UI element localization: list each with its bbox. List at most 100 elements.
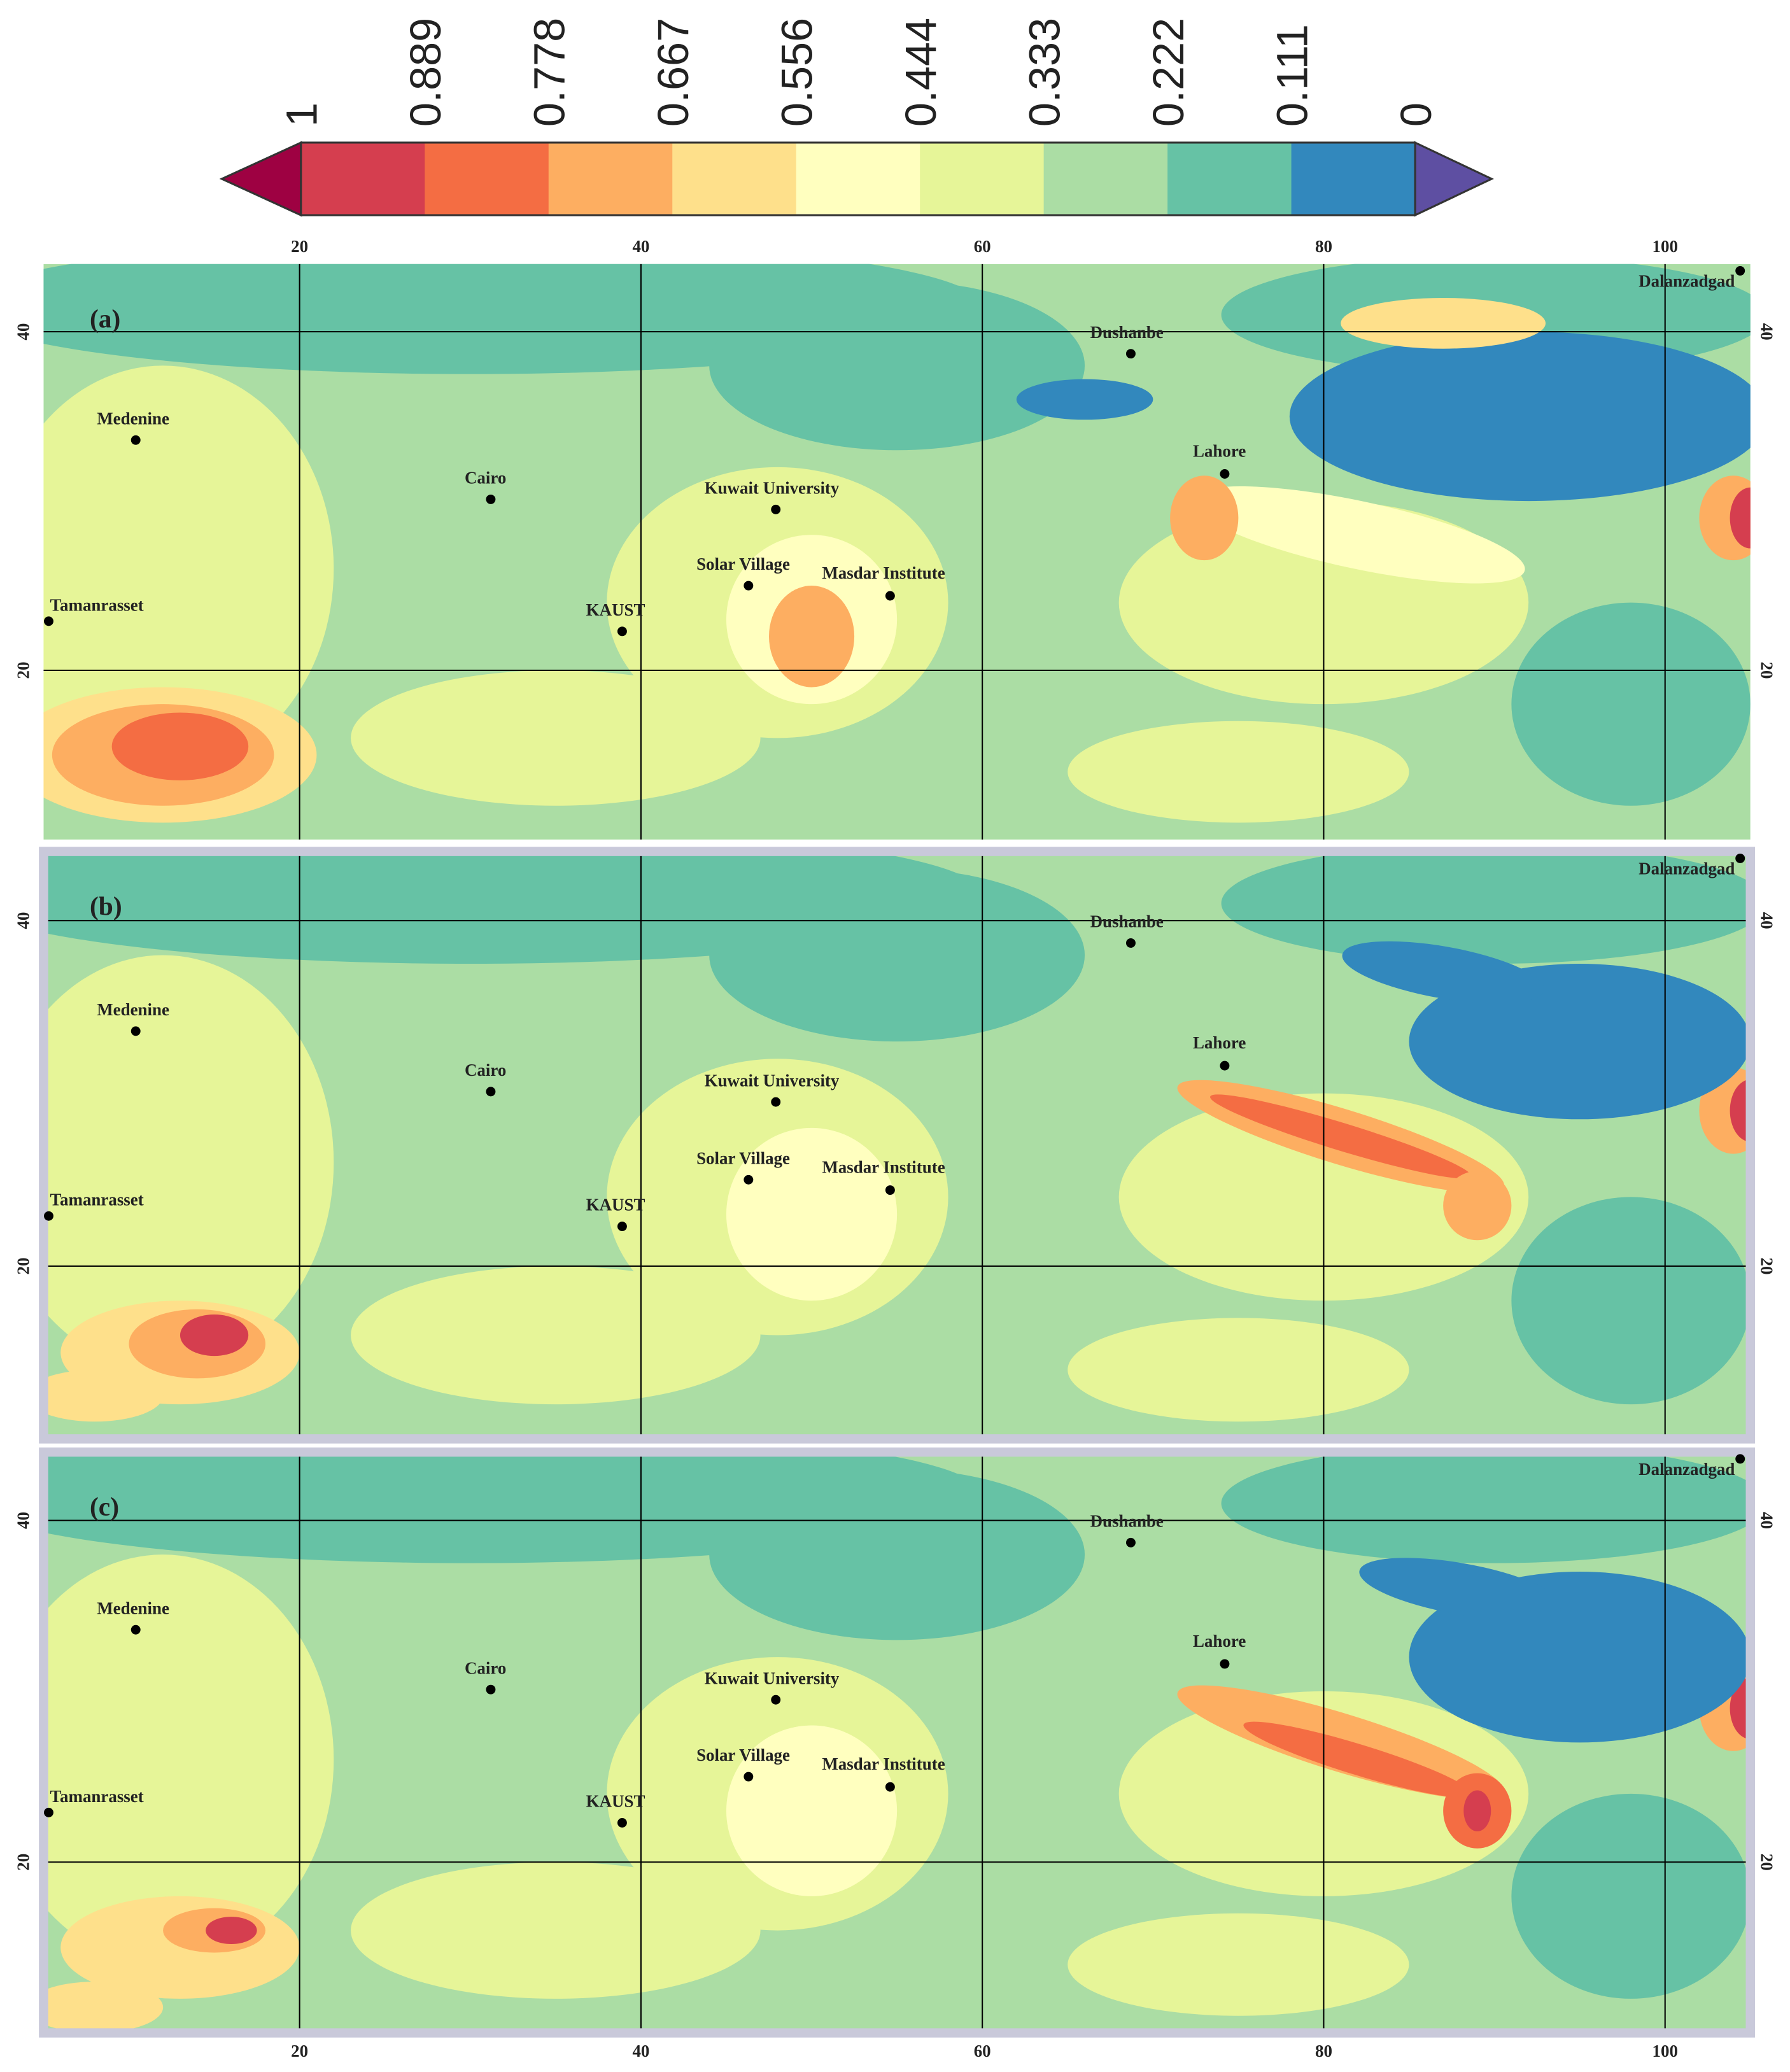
lon-tick-label: 100 <box>1653 237 1678 256</box>
field-region <box>1443 1171 1512 1241</box>
station-label: Dalanzadgad <box>1638 1460 1735 1479</box>
lon-tick-label: 80 <box>1315 237 1332 256</box>
station-label: Cairo <box>465 1658 506 1677</box>
station-marker <box>130 1624 141 1635</box>
field-region <box>1016 379 1153 420</box>
panel-label: (b) <box>90 891 122 921</box>
colorbar-tick-label: 0.333 <box>1020 18 1069 127</box>
panel-label: (c) <box>90 1492 119 1522</box>
map-panel <box>43 264 1751 840</box>
station-marker <box>617 1222 627 1232</box>
station-marker <box>617 626 627 637</box>
station-label: Dushanbe <box>1090 323 1164 342</box>
colorbar-tick-label: 0.778 <box>525 18 574 127</box>
station-marker <box>771 1097 781 1107</box>
colorbar-tick-label: 0.889 <box>401 18 450 127</box>
station-label: Masdar Institute <box>822 1158 945 1177</box>
field-region <box>1730 1079 1751 1142</box>
lon-tick-label: 80 <box>1315 2041 1332 2061</box>
station-label: Solar Village <box>696 554 790 574</box>
station-label: Medenine <box>97 409 169 428</box>
station-label: Solar Village <box>696 1148 790 1167</box>
station-marker <box>743 581 754 591</box>
station-label: Kuwait University <box>705 478 840 497</box>
station-marker <box>1735 1454 1745 1464</box>
station-label: Dushanbe <box>1090 1511 1164 1530</box>
field-region <box>709 281 1085 451</box>
field-region <box>1068 1318 1409 1422</box>
field-region <box>111 712 249 780</box>
station-label: KAUST <box>586 1195 645 1215</box>
station-marker <box>1735 853 1745 863</box>
field-region <box>1730 1677 1751 1739</box>
station-marker <box>486 1684 496 1695</box>
station-marker <box>44 1807 53 1817</box>
colorbar-bin <box>1043 142 1169 216</box>
lat-tick-label: 40 <box>1757 912 1776 929</box>
station-label: Kuwait University <box>705 1071 840 1090</box>
station-label: Medenine <box>97 1000 169 1019</box>
station-marker <box>130 1026 141 1036</box>
field-region <box>1221 851 1751 964</box>
lon-tick-label: 40 <box>632 237 649 256</box>
station-label: Lahore <box>1193 1033 1246 1052</box>
colorbar-over-arrow <box>219 141 302 217</box>
colorbar-bin <box>548 142 673 216</box>
station-marker <box>771 504 781 514</box>
colorbar-bin <box>672 142 797 216</box>
lon-tick-label: 20 <box>291 2041 308 2061</box>
station-marker <box>617 1818 627 1828</box>
panel-label: (a) <box>90 304 120 334</box>
lon-tick-label: 100 <box>1653 2041 1678 2061</box>
colorbar-tick-label: 0.667 <box>649 18 698 127</box>
colorbar-bin <box>1167 142 1292 216</box>
lat-tick-label: 40 <box>14 323 33 341</box>
lat-tick-label: 40 <box>14 1512 33 1529</box>
panel-border <box>39 1447 1756 2038</box>
field-region <box>1342 941 1544 1004</box>
station-marker <box>771 1695 781 1705</box>
panel-border <box>39 847 1756 1444</box>
station-label: Cairo <box>465 469 506 488</box>
field-region <box>1210 1094 1472 1179</box>
station-marker <box>1220 469 1230 479</box>
station-marker <box>1125 349 1136 359</box>
colorbar-tick-label: 0.111 <box>1267 24 1316 127</box>
lat-tick-label: 20 <box>14 1854 33 1871</box>
station-marker <box>743 1772 754 1782</box>
station-marker <box>130 435 141 445</box>
station-label: Dalanzadgad <box>1638 271 1735 290</box>
field-region <box>1243 1721 1472 1798</box>
colorbar-tick-label: 1 <box>278 102 327 127</box>
colorbar-bin <box>300 142 426 216</box>
station-label: Solar Village <box>696 1745 790 1765</box>
lat-tick-label: 40 <box>1757 1512 1776 1529</box>
station-label: Tamanrasset <box>50 595 144 614</box>
field-region <box>351 670 761 806</box>
lat-tick-label: 20 <box>1757 1258 1776 1275</box>
field-region <box>1511 602 1751 806</box>
station-marker <box>1735 265 1745 276</box>
colorbar-bin <box>1291 142 1416 216</box>
field-region <box>769 586 855 687</box>
station-marker <box>44 1211 53 1221</box>
station-marker <box>486 494 496 504</box>
colorbar-under-arrow <box>1414 141 1494 217</box>
colorbar-bin <box>920 142 1045 216</box>
station-label: Medenine <box>97 1598 169 1617</box>
lat-tick-label: 40 <box>1757 323 1776 341</box>
station-marker <box>44 616 53 626</box>
colorbar-bin <box>796 142 921 216</box>
field-region <box>1730 487 1751 549</box>
station-label: KAUST <box>586 600 645 619</box>
station-marker <box>885 591 895 601</box>
field-region <box>1221 1452 1751 1563</box>
station-marker <box>885 1782 895 1792</box>
field-region <box>1068 1913 1409 2016</box>
station-label: Masdar Institute <box>822 563 945 582</box>
lon-tick-label: 60 <box>974 2041 991 2061</box>
field-region <box>1463 1790 1491 1831</box>
colorbar-tick-label: 0 <box>1392 102 1441 127</box>
station-label: KAUST <box>586 1792 645 1811</box>
